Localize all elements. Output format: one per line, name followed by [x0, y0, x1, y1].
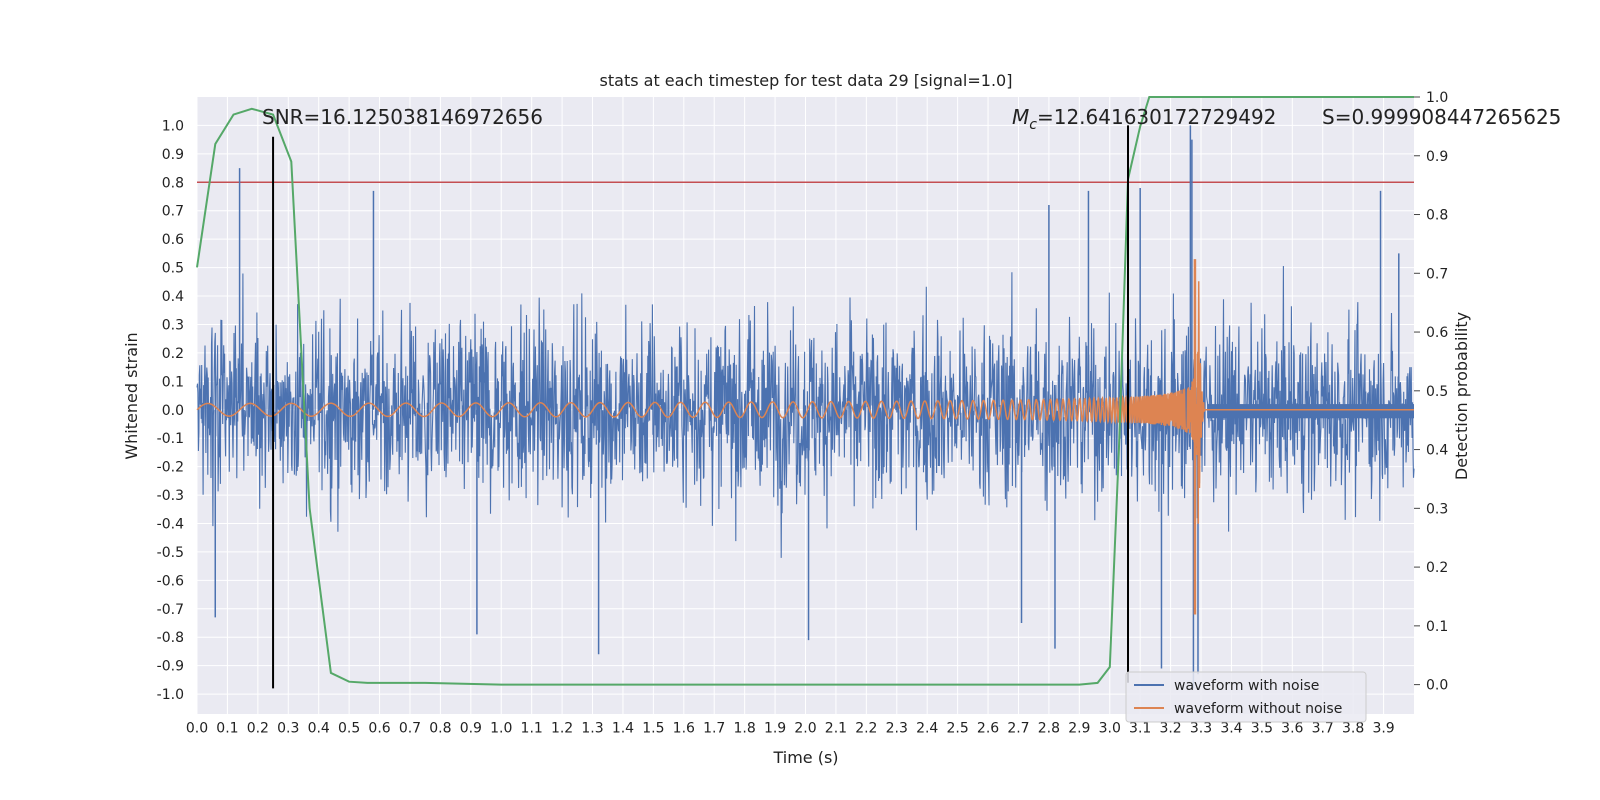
y-tick-label: -0.5 — [157, 545, 184, 561]
x-tick-label: 1.7 — [703, 721, 725, 737]
x-tick-label: 1.6 — [673, 721, 695, 737]
y-tick-label: 0.3 — [162, 317, 184, 333]
x-tick-label: 0.2 — [247, 721, 269, 737]
y-tick-label: -0.7 — [157, 602, 184, 618]
x-tick-label: 3.7 — [1312, 721, 1334, 737]
x-tick-label: 0.1 — [216, 721, 238, 737]
x-tick-label: 3.4 — [1220, 721, 1242, 737]
y2-tick-labels: 0.0 0.1 0.2 0.3 0.4 0.5 0.6 0.7 0.8 0.9 1.0 — [1414, 90, 1448, 694]
x-tick-label: 0.6 — [368, 721, 390, 737]
y-tick-label: 0.1 — [162, 374, 184, 390]
y-tick-label: -0.8 — [157, 630, 184, 646]
chirp-mass-value: =12.641630172729492 — [1037, 105, 1276, 129]
y-axis-label: Whitened strain — [122, 332, 141, 459]
x-axis-label: Time (s) — [772, 748, 838, 767]
y2-tick-label: 0.2 — [1426, 560, 1448, 576]
x-tick-label: 2.2 — [855, 721, 877, 737]
marker-layer — [272, 125, 1130, 689]
x-tick-label: 1.4 — [612, 721, 634, 737]
y-tick-label: 1.0 — [162, 118, 184, 134]
x-tick-label: 3.2 — [1159, 721, 1181, 737]
y-tick-label: 0.0 — [162, 403, 184, 419]
x-tick-label: 2.9 — [1068, 721, 1090, 737]
y-tick-label: -0.9 — [157, 659, 184, 675]
y-tick-label: -0.4 — [157, 516, 184, 532]
x-tick-label: 1.5 — [642, 721, 664, 737]
chirp-mass-annotation: Mc=12.641630172729492 — [1012, 105, 1276, 133]
x-tick-label: 2.3 — [886, 721, 908, 737]
snr-annotation: SNR=16.125038146972656 — [262, 105, 543, 129]
y2-tick-label: 0.7 — [1426, 266, 1448, 282]
x-tick-label: 0.7 — [399, 721, 421, 737]
clean-waveform-layer — [196, 259, 1414, 615]
y-tick-labels: -1.0 -0.9 -0.8 -0.7 -0.6 -0.5 -0.4 -0.3 -0.2 -0.1… — [157, 118, 184, 703]
x-tick-label: 1.3 — [581, 721, 603, 737]
x-tick-label: 2.6 — [977, 721, 999, 737]
x-tick-label: 3.1 — [1129, 721, 1151, 737]
x-tick-label: 3.9 — [1372, 721, 1394, 737]
y-tick-label: 0.6 — [162, 232, 184, 248]
noisy-waveform-layer — [196, 125, 1415, 689]
x-tick-label: 0.9 — [460, 721, 482, 737]
x-tick-label: 3.0 — [1099, 721, 1121, 737]
x-tick-label: 2.1 — [825, 721, 847, 737]
y-tick-label: 0.4 — [162, 289, 184, 305]
y2-tick-label: 0.1 — [1426, 619, 1448, 635]
noisy-waveform-tail — [1207, 404, 1414, 419]
x-tick-label: 0.8 — [429, 721, 451, 737]
y-tick-label: 0.9 — [162, 147, 184, 163]
y2-tick-label: 0.3 — [1426, 501, 1448, 517]
legend: waveform with noise waveform without noi… — [1125, 671, 1367, 723]
probability-line — [196, 96, 1414, 686]
x-tick-label: 2.0 — [794, 721, 816, 737]
y2-tick-label: 0.0 — [1426, 678, 1448, 694]
y2-tick-label: 0.8 — [1426, 208, 1448, 224]
x-tick-label: 1.1 — [521, 721, 543, 737]
noisy-waveform-line — [196, 265, 1415, 558]
y-tick-label: -1.0 — [157, 687, 184, 703]
y-tick-label: 0.2 — [162, 346, 184, 362]
y-tick-label: -0.3 — [157, 488, 184, 504]
y-tick-label: 0.5 — [162, 261, 184, 277]
probability-layer — [196, 96, 1414, 686]
x-tick-labels: 0.0 0.1 0.2 0.3 0.4 0.5 0.6 0.7 0.8 0.9 1.0 1.1 1.2 1… — [186, 721, 1395, 737]
legend-label-noisy: waveform with noise — [1174, 678, 1319, 694]
x-tick-label: 1.2 — [551, 721, 573, 737]
x-tick-label: 1.9 — [764, 721, 786, 737]
x-tick-label: 3.6 — [1281, 721, 1303, 737]
y-tick-label: -0.6 — [157, 573, 184, 589]
chirp-mass-subscript: c — [1029, 117, 1037, 133]
y2-tick-label: 0.4 — [1426, 443, 1448, 459]
y2-axis-label: Detection probability — [1452, 312, 1471, 480]
y-tick-label: 0.7 — [162, 204, 184, 220]
x-tick-label: 0.4 — [308, 721, 330, 737]
x-tick-label: 2.4 — [916, 721, 938, 737]
x-tick-label: 1.8 — [734, 721, 756, 737]
clean-waveform-line — [196, 281, 1414, 524]
x-tick-label: 0.3 — [277, 721, 299, 737]
legend-label-clean: waveform without noise — [1174, 701, 1342, 717]
x-tick-label: 1.0 — [490, 721, 512, 737]
x-tick-label: 3.3 — [1190, 721, 1212, 737]
x-tick-label: 2.7 — [1007, 721, 1029, 737]
chart-title: stats at each timestep for test data 29 … — [600, 71, 1013, 90]
y-tick-label: -0.2 — [157, 460, 184, 476]
y2-tick-label: 0.5 — [1426, 384, 1448, 400]
legend-box — [1125, 671, 1367, 723]
x-tick-label: 3.8 — [1342, 721, 1364, 737]
significance-annotation: S=0.999908447265625 — [1322, 105, 1561, 129]
x-tick-label: 2.8 — [1038, 721, 1060, 737]
y-tick-label: -0.1 — [157, 431, 184, 447]
x-tick-label: 0.5 — [338, 721, 360, 737]
y2-tick-label: 0.6 — [1426, 325, 1448, 341]
y2-tick-label: 0.9 — [1426, 149, 1448, 165]
x-tick-label: 3.5 — [1251, 721, 1273, 737]
y2-tick-label: 1.0 — [1426, 90, 1448, 106]
x-tick-label: 0.0 — [186, 721, 208, 737]
x-tick-label: 2.5 — [946, 721, 968, 737]
chirp-mass-symbol: M — [1012, 105, 1029, 129]
y-tick-label: 0.8 — [162, 175, 184, 191]
